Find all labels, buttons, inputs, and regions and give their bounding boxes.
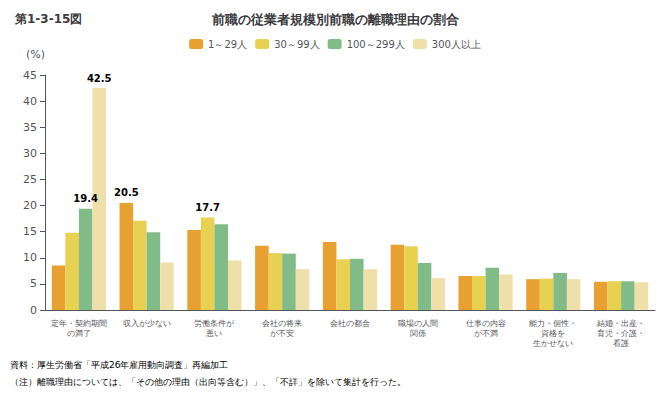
svg-text:0: 0 [30,304,37,317]
svg-text:1～29人: 1～29人 [208,39,247,50]
svg-text:結婚・出産・: 結婚・出産・ [596,319,645,328]
svg-text:10: 10 [23,251,37,264]
svg-text:20.5: 20.5 [114,187,139,198]
svg-text:100～299人: 100～299人 [347,39,405,50]
svg-text:5: 5 [30,277,37,290]
svg-text:前職の従業者規模別前職の離職理由の割合: 前職の従業者規模別前職の離職理由の割合 [211,12,459,27]
svg-text:収入が少ない: 収入が少ない [123,319,171,328]
svg-text:20: 20 [23,199,37,212]
svg-text:第1-3-15図: 第1-3-15図 [14,12,82,26]
svg-text:30～99人: 30～99人 [274,39,319,50]
svg-text:42.5: 42.5 [87,73,112,84]
svg-text:会社の都合: 会社の都合 [330,319,370,328]
svg-text:職場の人間: 職場の人間 [398,319,438,328]
svg-text:が不安: が不安 [270,329,294,338]
svg-text:35: 35 [23,121,37,134]
svg-text:仕事の内容: 仕事の内容 [466,319,506,328]
svg-text:会社の将来: 会社の将来 [262,319,302,328]
svg-text:資格を: 資格を [541,329,565,338]
svg-text:30: 30 [23,147,37,160]
svg-text:関係: 関係 [410,329,426,338]
svg-text:育児・介護・: 育児・介護・ [597,329,645,338]
svg-text:40: 40 [23,95,37,108]
svg-text:25: 25 [23,173,37,186]
svg-text:生かせない: 生かせない [533,339,573,348]
svg-text:300人以上: 300人以上 [432,39,481,50]
svg-text:が不満: が不満 [474,329,498,338]
svg-text:能力・個性・: 能力・個性・ [529,319,577,328]
svg-text:悪い: 悪い [205,329,222,338]
svg-text:定年・契約期間: 定年・契約期間 [51,319,107,328]
svg-text:45: 45 [23,69,37,82]
svg-text:資料：厚生労働省「平成26年雇用動向調査」再編加工: 資料：厚生労働省「平成26年雇用動向調査」再編加工 [10,360,228,370]
svg-text:労働条件が: 労働条件が [194,319,235,328]
svg-text:17.7: 17.7 [195,202,220,213]
svg-text:(%): (%) [26,48,45,61]
svg-text:の満了: の満了 [67,329,91,338]
svg-text:15: 15 [23,225,37,238]
svg-text:（注）離職理由については、「その他の理由（出向等含む）」、「: （注）離職理由については、「その他の理由（出向等含む）」、「不詳」を除いて集計を… [10,377,406,387]
svg-text:19.4: 19.4 [73,193,98,204]
svg-text:看護: 看護 [613,339,629,348]
